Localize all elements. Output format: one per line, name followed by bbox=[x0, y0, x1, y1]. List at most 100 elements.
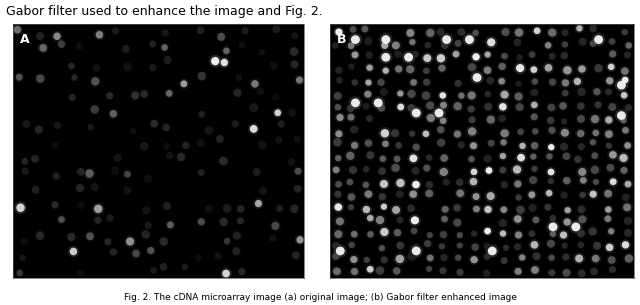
Ellipse shape bbox=[362, 35, 374, 47]
Ellipse shape bbox=[253, 168, 260, 176]
Ellipse shape bbox=[454, 40, 461, 47]
Ellipse shape bbox=[589, 191, 596, 198]
Ellipse shape bbox=[334, 230, 342, 238]
Ellipse shape bbox=[396, 89, 405, 98]
Ellipse shape bbox=[472, 193, 479, 200]
Ellipse shape bbox=[604, 242, 615, 253]
Ellipse shape bbox=[333, 27, 344, 38]
Ellipse shape bbox=[590, 253, 602, 264]
Ellipse shape bbox=[440, 267, 447, 274]
Ellipse shape bbox=[439, 243, 445, 249]
Ellipse shape bbox=[258, 141, 266, 149]
Ellipse shape bbox=[337, 114, 344, 121]
Ellipse shape bbox=[531, 102, 538, 108]
Ellipse shape bbox=[527, 190, 537, 200]
Ellipse shape bbox=[530, 77, 540, 86]
Ellipse shape bbox=[486, 138, 497, 148]
Ellipse shape bbox=[132, 250, 140, 257]
Ellipse shape bbox=[424, 264, 434, 274]
Ellipse shape bbox=[547, 77, 558, 88]
Ellipse shape bbox=[486, 77, 494, 84]
Ellipse shape bbox=[91, 62, 102, 74]
Ellipse shape bbox=[625, 181, 632, 188]
Ellipse shape bbox=[363, 182, 369, 188]
Ellipse shape bbox=[437, 126, 445, 133]
Ellipse shape bbox=[395, 142, 402, 149]
Ellipse shape bbox=[364, 113, 374, 124]
Ellipse shape bbox=[579, 215, 586, 223]
Ellipse shape bbox=[52, 172, 60, 180]
Ellipse shape bbox=[564, 207, 571, 213]
Ellipse shape bbox=[622, 77, 628, 83]
Ellipse shape bbox=[330, 240, 342, 252]
Ellipse shape bbox=[620, 27, 630, 37]
Ellipse shape bbox=[268, 233, 278, 244]
Ellipse shape bbox=[351, 142, 358, 149]
Ellipse shape bbox=[530, 153, 536, 160]
Ellipse shape bbox=[588, 39, 598, 48]
Ellipse shape bbox=[421, 52, 433, 64]
Ellipse shape bbox=[625, 254, 633, 263]
Ellipse shape bbox=[333, 153, 343, 163]
Ellipse shape bbox=[412, 51, 419, 58]
Ellipse shape bbox=[345, 102, 356, 114]
Ellipse shape bbox=[334, 75, 344, 85]
Ellipse shape bbox=[349, 26, 356, 33]
Ellipse shape bbox=[440, 102, 447, 109]
Ellipse shape bbox=[16, 203, 25, 212]
Ellipse shape bbox=[196, 139, 204, 147]
Ellipse shape bbox=[395, 215, 405, 225]
Ellipse shape bbox=[348, 114, 355, 121]
Ellipse shape bbox=[576, 214, 589, 225]
Ellipse shape bbox=[625, 104, 632, 111]
Ellipse shape bbox=[423, 40, 433, 50]
Ellipse shape bbox=[620, 75, 630, 85]
Ellipse shape bbox=[381, 66, 390, 75]
Ellipse shape bbox=[362, 89, 373, 99]
Ellipse shape bbox=[435, 26, 447, 38]
Ellipse shape bbox=[182, 264, 188, 270]
Ellipse shape bbox=[438, 65, 445, 72]
Ellipse shape bbox=[196, 167, 206, 178]
Ellipse shape bbox=[67, 92, 77, 103]
Ellipse shape bbox=[397, 242, 404, 249]
Ellipse shape bbox=[515, 268, 522, 275]
Ellipse shape bbox=[561, 151, 572, 162]
Ellipse shape bbox=[13, 26, 21, 34]
Ellipse shape bbox=[453, 204, 461, 212]
Ellipse shape bbox=[440, 92, 446, 99]
Ellipse shape bbox=[499, 205, 509, 215]
Ellipse shape bbox=[90, 105, 99, 114]
Ellipse shape bbox=[89, 75, 102, 88]
Ellipse shape bbox=[467, 115, 477, 125]
Ellipse shape bbox=[563, 218, 571, 226]
Ellipse shape bbox=[497, 101, 509, 112]
Ellipse shape bbox=[577, 36, 589, 48]
Ellipse shape bbox=[140, 142, 148, 151]
Ellipse shape bbox=[438, 152, 450, 164]
Ellipse shape bbox=[376, 77, 387, 88]
Ellipse shape bbox=[14, 201, 27, 214]
Ellipse shape bbox=[515, 194, 522, 201]
Ellipse shape bbox=[452, 78, 463, 89]
Ellipse shape bbox=[111, 151, 124, 164]
Ellipse shape bbox=[591, 152, 598, 159]
Ellipse shape bbox=[602, 188, 614, 199]
Ellipse shape bbox=[333, 138, 342, 146]
Ellipse shape bbox=[559, 127, 571, 139]
Ellipse shape bbox=[605, 143, 612, 149]
Ellipse shape bbox=[163, 202, 171, 210]
Ellipse shape bbox=[468, 254, 479, 265]
Ellipse shape bbox=[621, 67, 628, 75]
Ellipse shape bbox=[438, 166, 450, 178]
Ellipse shape bbox=[514, 79, 524, 88]
Ellipse shape bbox=[76, 42, 83, 50]
Ellipse shape bbox=[545, 42, 552, 48]
Ellipse shape bbox=[482, 241, 492, 251]
Ellipse shape bbox=[148, 39, 157, 49]
Ellipse shape bbox=[380, 88, 388, 96]
Ellipse shape bbox=[603, 128, 615, 140]
Ellipse shape bbox=[471, 231, 477, 237]
Ellipse shape bbox=[470, 71, 484, 84]
Ellipse shape bbox=[407, 205, 415, 212]
